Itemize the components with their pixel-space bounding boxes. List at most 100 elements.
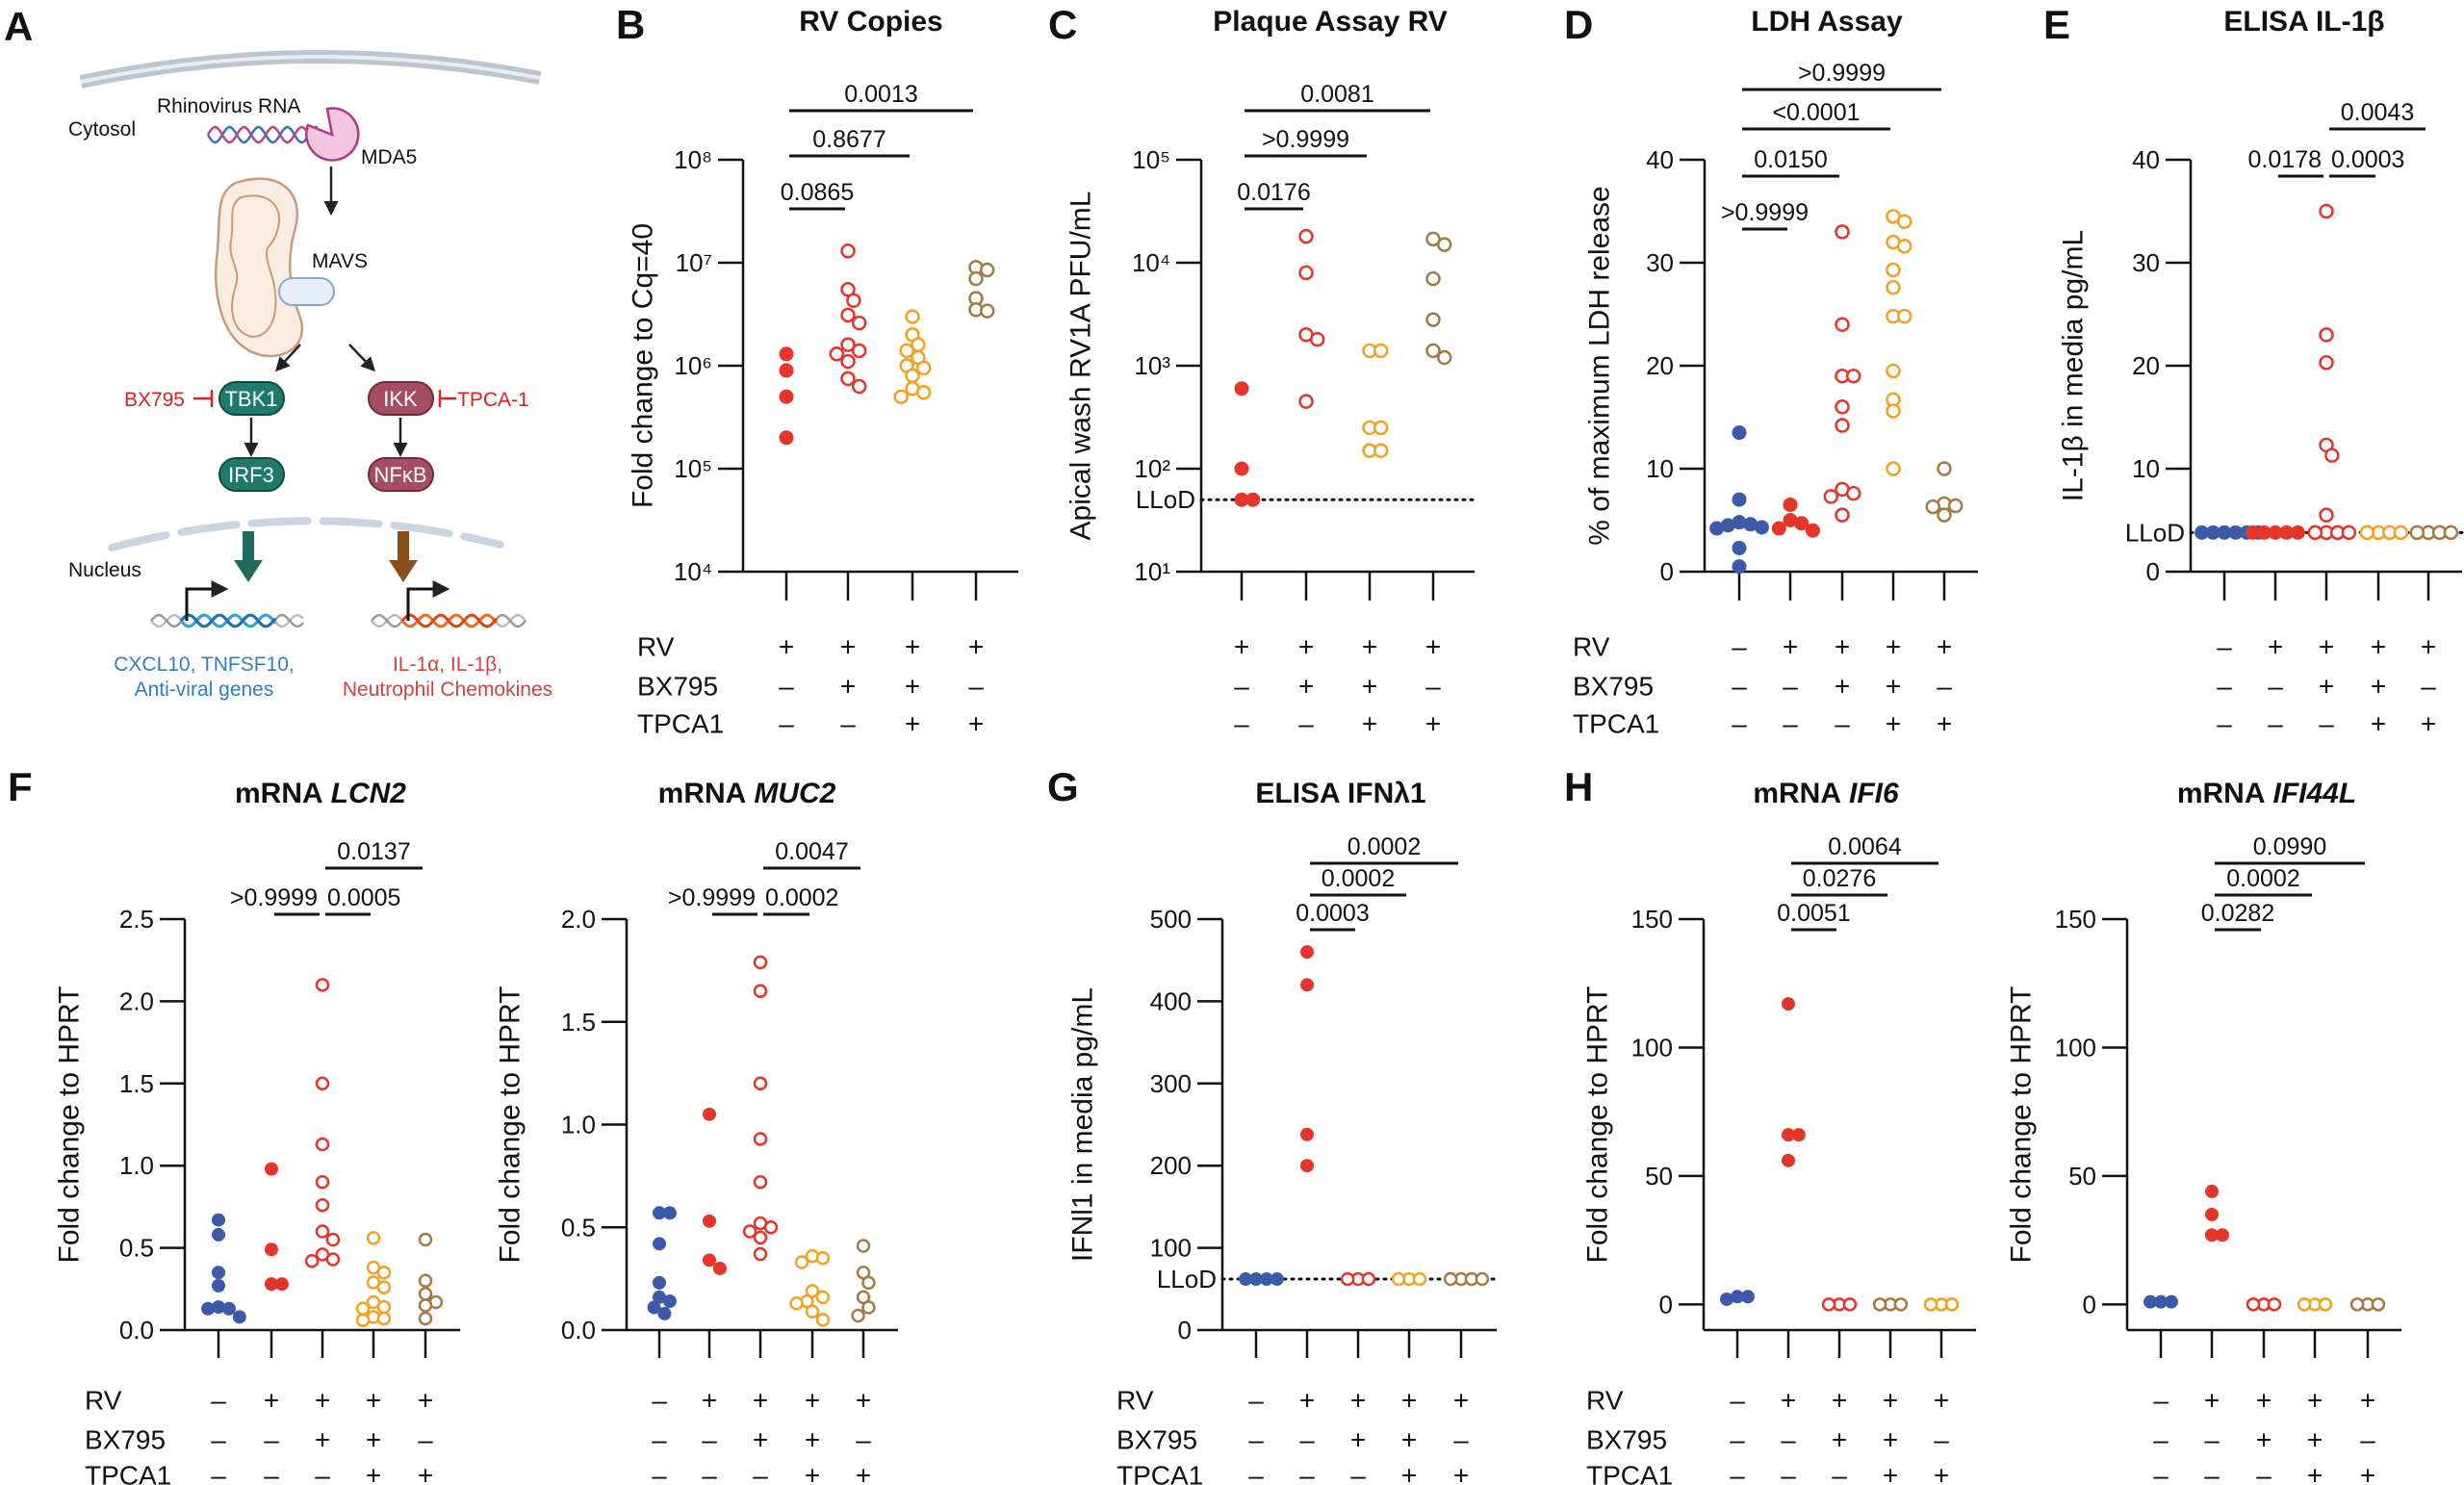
condition-sign: + (1299, 1386, 1315, 1416)
data-point (2371, 1297, 2386, 1312)
condition-sign: + (1362, 709, 1377, 739)
chart-title-text: RV Copies (799, 6, 943, 38)
data-point (2143, 1294, 2158, 1309)
condition-sign: + (1832, 1425, 1847, 1455)
data-point (2318, 1297, 2333, 1312)
data-point (1821, 1297, 1836, 1312)
condition-sign: – (1781, 1461, 1796, 1485)
data-point (1731, 1290, 1744, 1304)
condition-sign: – (1299, 1425, 1315, 1455)
data-point (355, 1301, 371, 1317)
data-point (742, 1224, 757, 1239)
data-point (1234, 492, 1249, 507)
condition-sign: + (2256, 1386, 2272, 1416)
p-value-label: 0.0990 (2253, 833, 2326, 860)
y-tick-label: 2.0 (119, 986, 154, 1015)
chart-title-gene: IFI44L (2272, 778, 2356, 809)
condition-row-label: TPCA1 (1116, 1461, 1203, 1485)
y-tick-label: 2.5 (119, 905, 154, 934)
y-tick-label: 0 (2146, 557, 2160, 586)
data-point (2279, 525, 2295, 540)
data-point (315, 1197, 330, 1213)
y-tick-label: 1.5 (119, 1069, 154, 1098)
data-point (1259, 1272, 1273, 1287)
data-point (2297, 1297, 2312, 1312)
data-point (1720, 1292, 1734, 1306)
condition-sign: + (1886, 672, 1901, 702)
p-value-label: >0.9999 (230, 884, 318, 911)
data-point (1782, 1128, 1795, 1142)
condition-sign: – (2319, 709, 2334, 739)
data-point (1425, 343, 1441, 359)
data-point (1239, 1272, 1253, 1287)
data-point (376, 1280, 392, 1294)
condition-sign: + (753, 1425, 768, 1455)
data-point (1234, 461, 1249, 476)
condition-sign: – (315, 1461, 330, 1485)
data-point (851, 315, 867, 331)
data-point (1475, 1271, 1490, 1287)
data-point (1923, 1297, 1938, 1312)
chart-panel-g: G ELISA IFNλ1 IFNl1 in media pg/mL 0 100 200 3… (1047, 764, 1499, 1485)
condition-sign: + (905, 709, 920, 739)
condition-sign: – (418, 1425, 433, 1455)
condition-sign: + (264, 1386, 279, 1416)
condition-sign: + (1783, 632, 1798, 662)
data-point (703, 1107, 716, 1121)
condition-sign: + (315, 1386, 330, 1416)
condition-row-label: BX795 (637, 672, 718, 702)
data-point (2228, 525, 2244, 540)
data-point (657, 1306, 672, 1320)
inflammatory-gene-dna-icon (371, 613, 526, 628)
condition-sign: – (968, 672, 984, 702)
data-point (753, 1132, 768, 1146)
p-value-label: >0.9999 (1798, 60, 1886, 87)
condition-sign: – (1425, 672, 1441, 702)
chart-panel-b: B RV Copies Fold change to Cq=40 10⁴ 10⁵ 10⁶ 1… (616, 2, 1018, 739)
y-tick-label: 150 (2055, 905, 2096, 934)
tbk1-node (218, 381, 285, 416)
chart-title-text: mRNA (2177, 778, 2266, 809)
chart-title: Plaque Assay RV (1213, 6, 1447, 38)
data-point (753, 1175, 768, 1190)
p-value-label: 0.0282 (2201, 900, 2274, 927)
chart-title-gene: MUC2 (754, 778, 835, 809)
ikk-node (368, 381, 434, 416)
data-point (1709, 521, 1725, 536)
condition-sign: + (418, 1386, 433, 1416)
condition-sign: + (2371, 672, 2386, 702)
y-tick-label: 40 (2132, 145, 2160, 174)
chart-title: mRNA IFI44L (2177, 778, 2356, 809)
data-point (2194, 525, 2210, 540)
condition-sign: – (1732, 672, 1747, 702)
data-point (2319, 507, 2334, 523)
data-point (763, 1220, 779, 1235)
condition-sign: – (211, 1425, 226, 1455)
data-point (1783, 497, 1798, 512)
condition-sign: + (1934, 1461, 1949, 1485)
y-tick-label: 100 (2055, 1033, 2096, 1062)
data-point (315, 1224, 330, 1239)
condition-sign: + (1781, 1386, 1796, 1416)
condition-sign: – (1730, 1461, 1745, 1485)
p-value-label: 0.0064 (1828, 833, 1902, 860)
data-point (840, 353, 856, 370)
condition-sign: + (2371, 709, 2386, 739)
chart-title: ELISA IFNλ1 (1255, 778, 1425, 809)
chart-title-text: mRNA (658, 778, 747, 809)
condition-sign: + (2307, 1425, 2323, 1455)
chart-title-text: mRNA (1753, 778, 1841, 809)
y-tick-label: 0 (1178, 1316, 1192, 1344)
condition-sign: – (2217, 672, 2232, 702)
data-point (2246, 525, 2261, 540)
condition-sign: – (840, 709, 856, 739)
lod-label: LLoD (1157, 1265, 1217, 1293)
condition-sign: – (264, 1425, 279, 1455)
condition-sign: – (2204, 1461, 2220, 1485)
lod-label: LLoD (1136, 485, 1195, 514)
condition-row-label: BX795 (1116, 1425, 1197, 1455)
mda5-label: MDA5 (361, 146, 417, 168)
chart-panel-h2: mRNA IFI44L Fold change to HPRT 0 50 100 150 – –… (2006, 778, 2401, 1485)
condition-sign: – (652, 1461, 667, 1485)
